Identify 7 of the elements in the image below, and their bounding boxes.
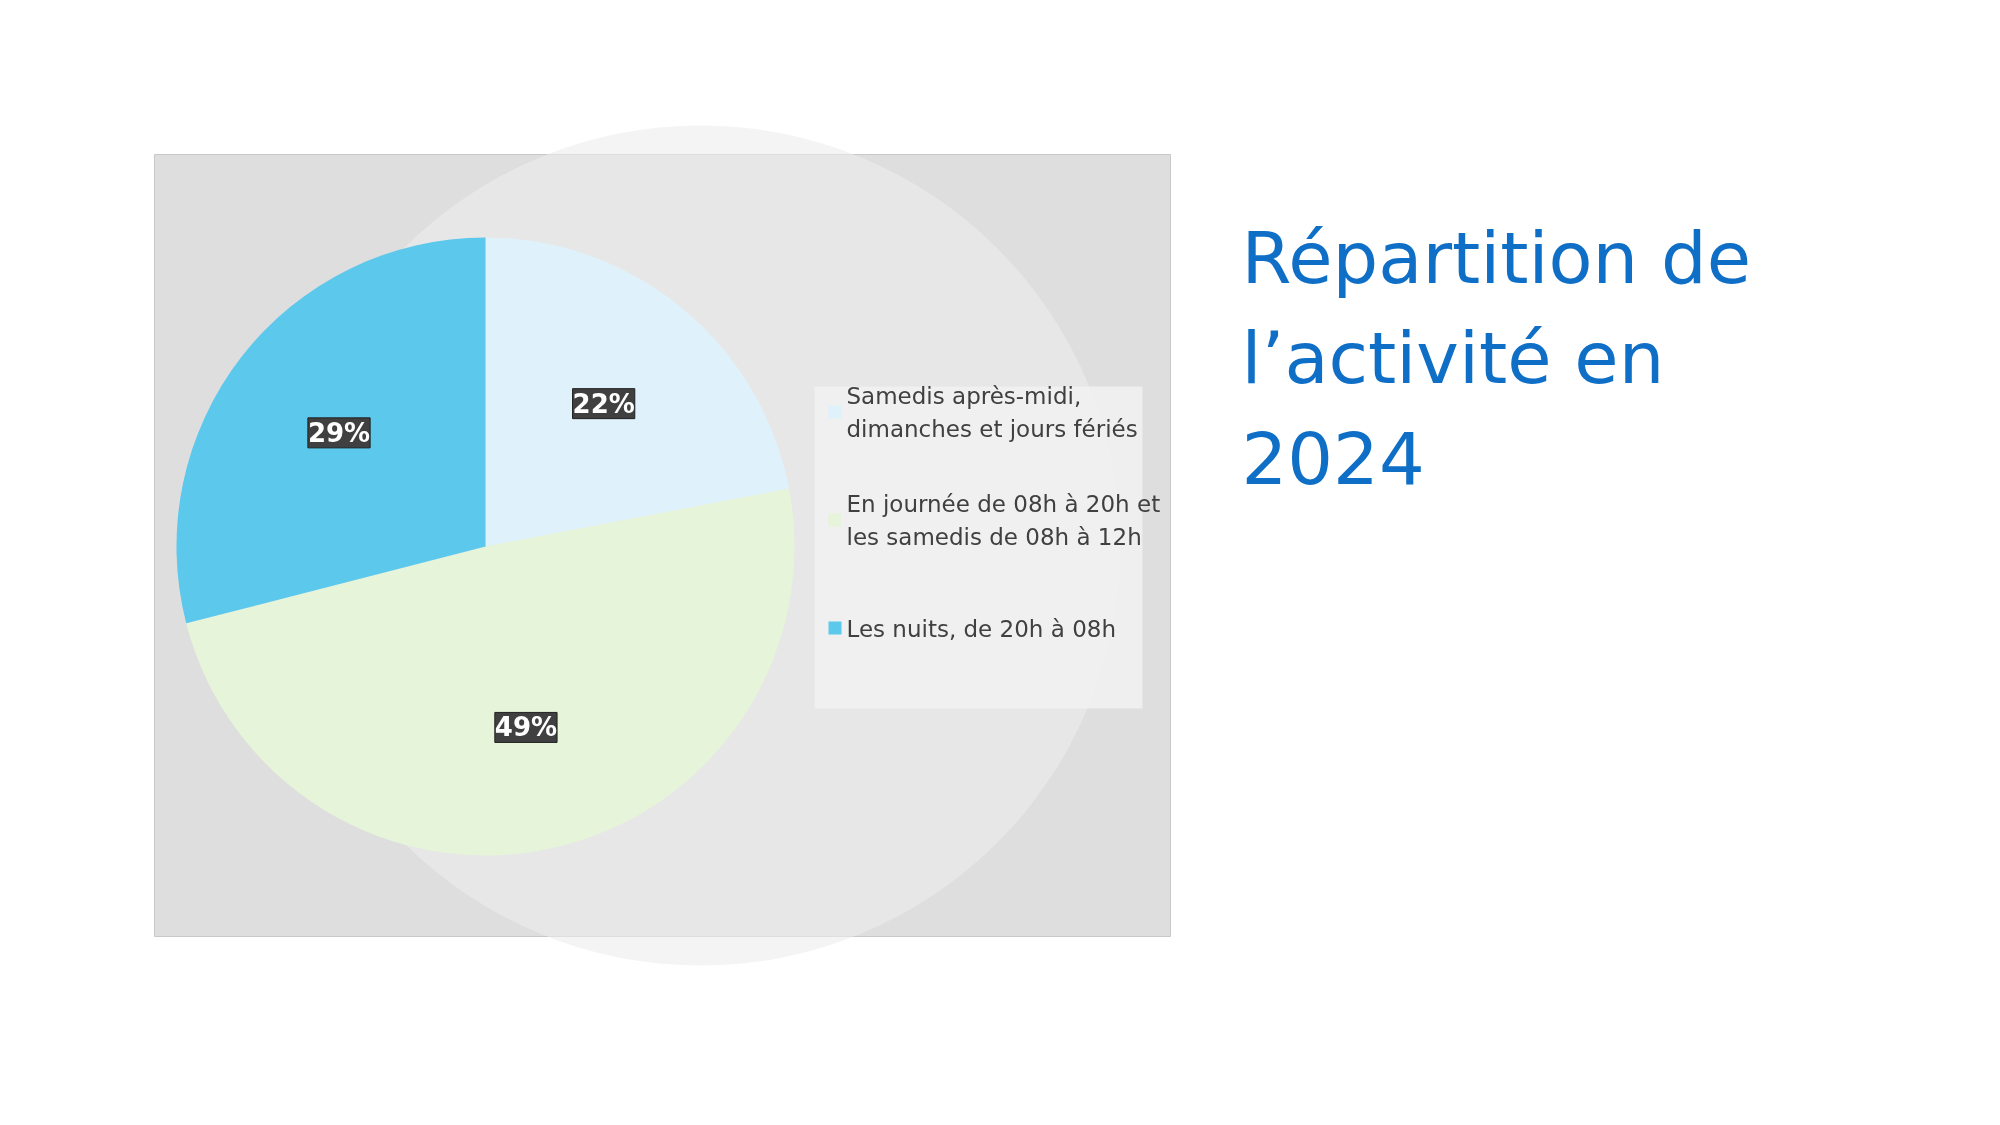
text: Répartition de l’activité en 2024: [1241, 215, 1752, 502]
data-label: 22%: [572, 388, 635, 419]
legend-label: Les nuits, de 20h à 08h: [846, 615, 1116, 642]
legend-label: En journée de 08h à 20h et les samedis de 08h à 12h: [846, 491, 1161, 550]
legend-label: Samedis après-midi, dimanches et jours fériés: [846, 383, 1138, 442]
data-label: 29%: [307, 417, 371, 448]
data-label: 49%: [494, 712, 558, 743]
